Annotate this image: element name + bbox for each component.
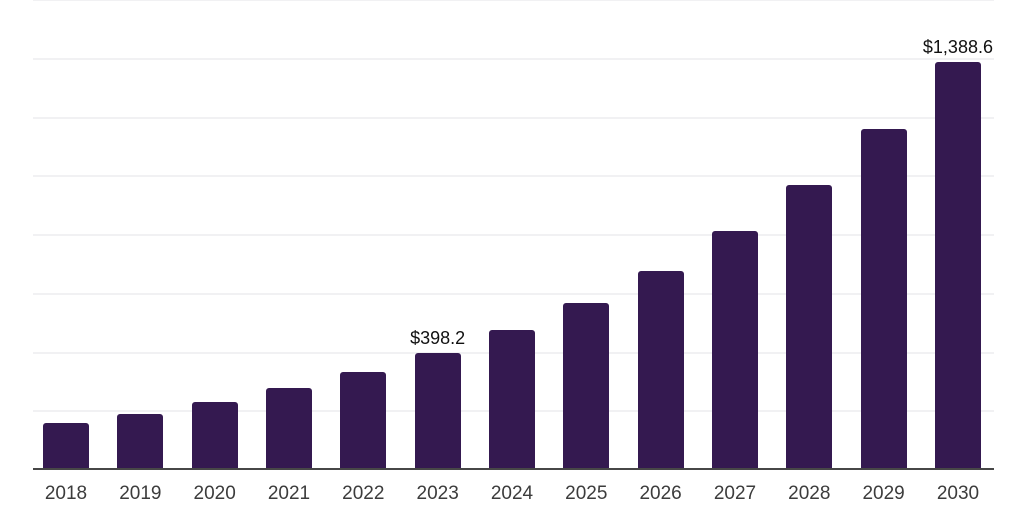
bar-2028 [786, 185, 833, 470]
gridline [33, 234, 994, 236]
x-tick-label-2027: 2027 [713, 483, 757, 504]
x-tick-label-2030: 2030 [936, 483, 980, 504]
x-tick-label-2018: 2018 [44, 483, 88, 504]
bar-2025 [563, 303, 610, 470]
x-tick-label-2029: 2029 [862, 483, 905, 504]
x-tick-label-2020: 2020 [193, 483, 236, 504]
bar-2026 [637, 270, 684, 470]
x-tick-label-2019: 2019 [119, 483, 162, 504]
bar-2023 [414, 353, 461, 470]
bar-2022 [340, 371, 387, 470]
bar-2018 [43, 422, 89, 470]
gridline [33, 0, 994, 1]
x-tick-label-2024: 2024 [490, 483, 534, 504]
plot-area: $398.2 $1,388.6 [33, 0, 994, 470]
x-tick-label-2028: 2028 [788, 483, 831, 504]
data-label-2023: $398.2 [410, 328, 466, 349]
gridline [33, 57, 994, 60]
x-tick-label-2023: 2023 [416, 483, 459, 504]
bar-2030 [934, 62, 981, 470]
gridline [33, 175, 994, 178]
bar-2027 [711, 231, 758, 470]
x-tick-label-2026: 2026 [639, 483, 682, 504]
x-tick-label-2025: 2025 [565, 483, 608, 504]
gridline [33, 292, 994, 295]
x-axis-line [33, 468, 994, 470]
bar-2024 [488, 330, 535, 470]
bar-2019 [117, 414, 164, 470]
bar-2029 [860, 128, 907, 470]
gridline [33, 116, 994, 119]
bar-2021 [265, 388, 312, 470]
bar-2020 [191, 402, 238, 470]
x-tick-label-2022: 2022 [342, 483, 385, 504]
x-tick-label-2021: 2021 [267, 483, 311, 504]
data-label-2030: $1,388.6 [922, 37, 993, 58]
